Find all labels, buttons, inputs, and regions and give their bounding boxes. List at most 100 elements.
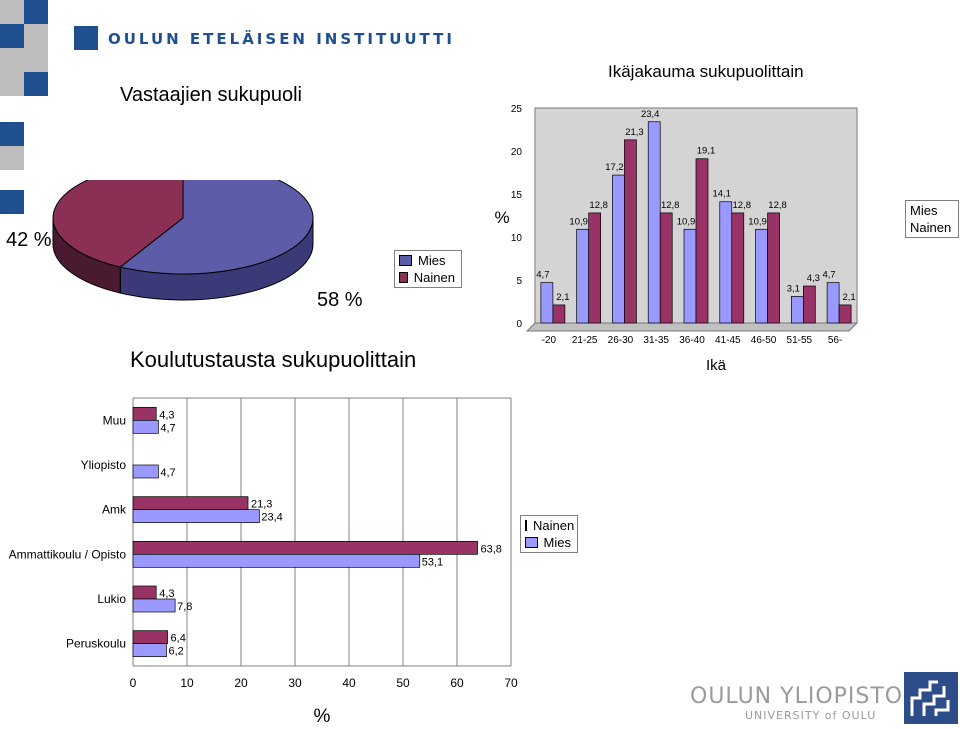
bar-mies	[132, 643, 167, 658]
bar-mies	[132, 598, 176, 613]
decorative-square	[24, 48, 48, 72]
y-tick-label: 25	[511, 104, 523, 115]
bar-nainen	[132, 406, 157, 421]
x-tick-label: 51-55	[787, 335, 813, 346]
data-label: 14,1	[713, 189, 732, 200]
y-tick-label: 15	[511, 190, 523, 201]
education-bar-chart: 0 10 20 30 40 50 60 70%Muu 4,34,7Yliopisto4,7Amk…	[9, 397, 518, 726]
y-tick-label: 10	[511, 233, 523, 244]
bar-mies	[755, 228, 768, 324]
decorative-square	[24, 24, 48, 48]
x-tick-label: 41-45	[715, 335, 741, 346]
bar-mies	[132, 419, 159, 434]
data-label: 2,1	[556, 292, 569, 303]
data-label: 12,8	[589, 200, 608, 211]
pie-slice-mies	[119, 180, 314, 275]
data-label: 4,7	[160, 422, 175, 434]
x-axis-label: Ikä	[706, 357, 727, 374]
legend-label-mies: Mies	[418, 253, 446, 268]
edu-legend-item-nainen: Nainen	[521, 517, 577, 534]
age-legend-label-nainen: Nainen	[910, 220, 952, 235]
pie-label-mies: 58 %	[317, 289, 363, 311]
pie-slice-nainen	[52, 180, 184, 268]
pie-legend: Mies Nainen	[394, 250, 462, 288]
decorative-square	[24, 72, 48, 96]
data-label: 2,1	[843, 292, 856, 303]
bar-nainen	[802, 285, 816, 324]
university-logo	[904, 672, 958, 724]
data-label: 6,2	[168, 646, 183, 658]
data-label: 17,2	[605, 162, 624, 173]
pie-label-nainen: 42 %	[6, 229, 52, 251]
edu-legend-label-mies: Mies	[543, 535, 571, 550]
x-tick-label: 36-40	[679, 335, 705, 346]
decorative-square	[0, 0, 24, 24]
data-label: 3,1	[787, 283, 800, 294]
x-tick-label: 56-	[828, 335, 842, 346]
category-label: Muu	[103, 413, 126, 427]
x-tick-label: 10	[180, 676, 194, 690]
logo-pattern-icon	[910, 680, 950, 716]
bar-mies	[540, 282, 554, 324]
data-label: 12,8	[733, 200, 752, 211]
bar-nainen	[588, 212, 602, 324]
bar-nainen	[552, 304, 566, 324]
decorative-square	[24, 0, 48, 24]
data-label: 23,4	[261, 512, 282, 524]
bar-mies	[612, 174, 625, 324]
legend-item-nainen: Nainen	[395, 269, 461, 286]
bar-mies	[576, 228, 590, 324]
edu-chart-title: Koulutustausta sukupuolittain	[130, 347, 417, 372]
y-tick-label: 0	[516, 319, 522, 330]
data-label: 12,8	[768, 200, 787, 211]
x-tick-label: 26-30	[608, 335, 634, 346]
age-chart-title: Ikäjakauma sukupuolittain	[608, 62, 804, 81]
x-tick-label: 30	[288, 676, 302, 690]
edu-legend-label-nainen: Nainen	[533, 518, 575, 533]
age-legend-label-mies: Mies	[910, 203, 938, 218]
y-tick-label: 20	[511, 147, 523, 158]
x-tick-label: 21-25	[572, 335, 598, 346]
pie-chart	[52, 180, 314, 301]
decorative-square	[0, 190, 24, 214]
data-label: 7,8	[177, 601, 192, 613]
edu-legend-swatch-nainen	[525, 520, 527, 531]
x-tick-label: -20	[542, 335, 557, 346]
decorative-square	[0, 48, 24, 72]
age-bar-chart: 0510152025%4,72,1-2010,912,821-2517,221,…	[494, 104, 859, 374]
edu-legend-swatch-mies	[525, 537, 538, 548]
legend-swatch-nainen	[399, 272, 408, 283]
data-label: 4,7	[823, 270, 836, 281]
x-tick-label: 70	[504, 676, 518, 690]
data-label: 10,9	[677, 216, 696, 227]
x-tick-label: 50	[396, 676, 410, 690]
data-label: 21,3	[251, 499, 272, 511]
bar-mies	[826, 282, 840, 324]
brand-square	[74, 26, 98, 50]
bar-mies	[719, 201, 733, 324]
bar-mies	[132, 553, 421, 568]
data-label: 19,1	[697, 146, 716, 157]
data-label: 10,9	[569, 216, 588, 227]
x-tick-label: 20	[234, 676, 248, 690]
data-label: 63,8	[481, 543, 502, 555]
bar-nainen	[132, 585, 157, 600]
age-legend-item-mies: Mies	[906, 202, 958, 219]
x-tick-label: 46-50	[751, 335, 777, 346]
bar-mies	[683, 228, 697, 324]
data-label: 21,3	[625, 127, 644, 138]
decorative-square	[0, 122, 24, 146]
x-tick-label: 31-35	[643, 335, 669, 346]
data-label: 4,7	[160, 467, 175, 479]
x-axis-label: %	[314, 706, 331, 726]
x-tick-label: 0	[130, 676, 137, 690]
bar-nainen	[132, 496, 249, 511]
x-tick-label: 40	[342, 676, 356, 690]
edu-legend-item-mies: Mies	[521, 534, 577, 551]
age-legend-item-nainen: Nainen	[906, 219, 958, 236]
data-label: 4,3	[159, 409, 174, 421]
data-label: 4,3	[159, 588, 174, 600]
bar-nainen	[132, 540, 478, 555]
pie-title: Vastaajien sukupuoli	[120, 84, 302, 106]
bar-nainen	[838, 304, 852, 324]
